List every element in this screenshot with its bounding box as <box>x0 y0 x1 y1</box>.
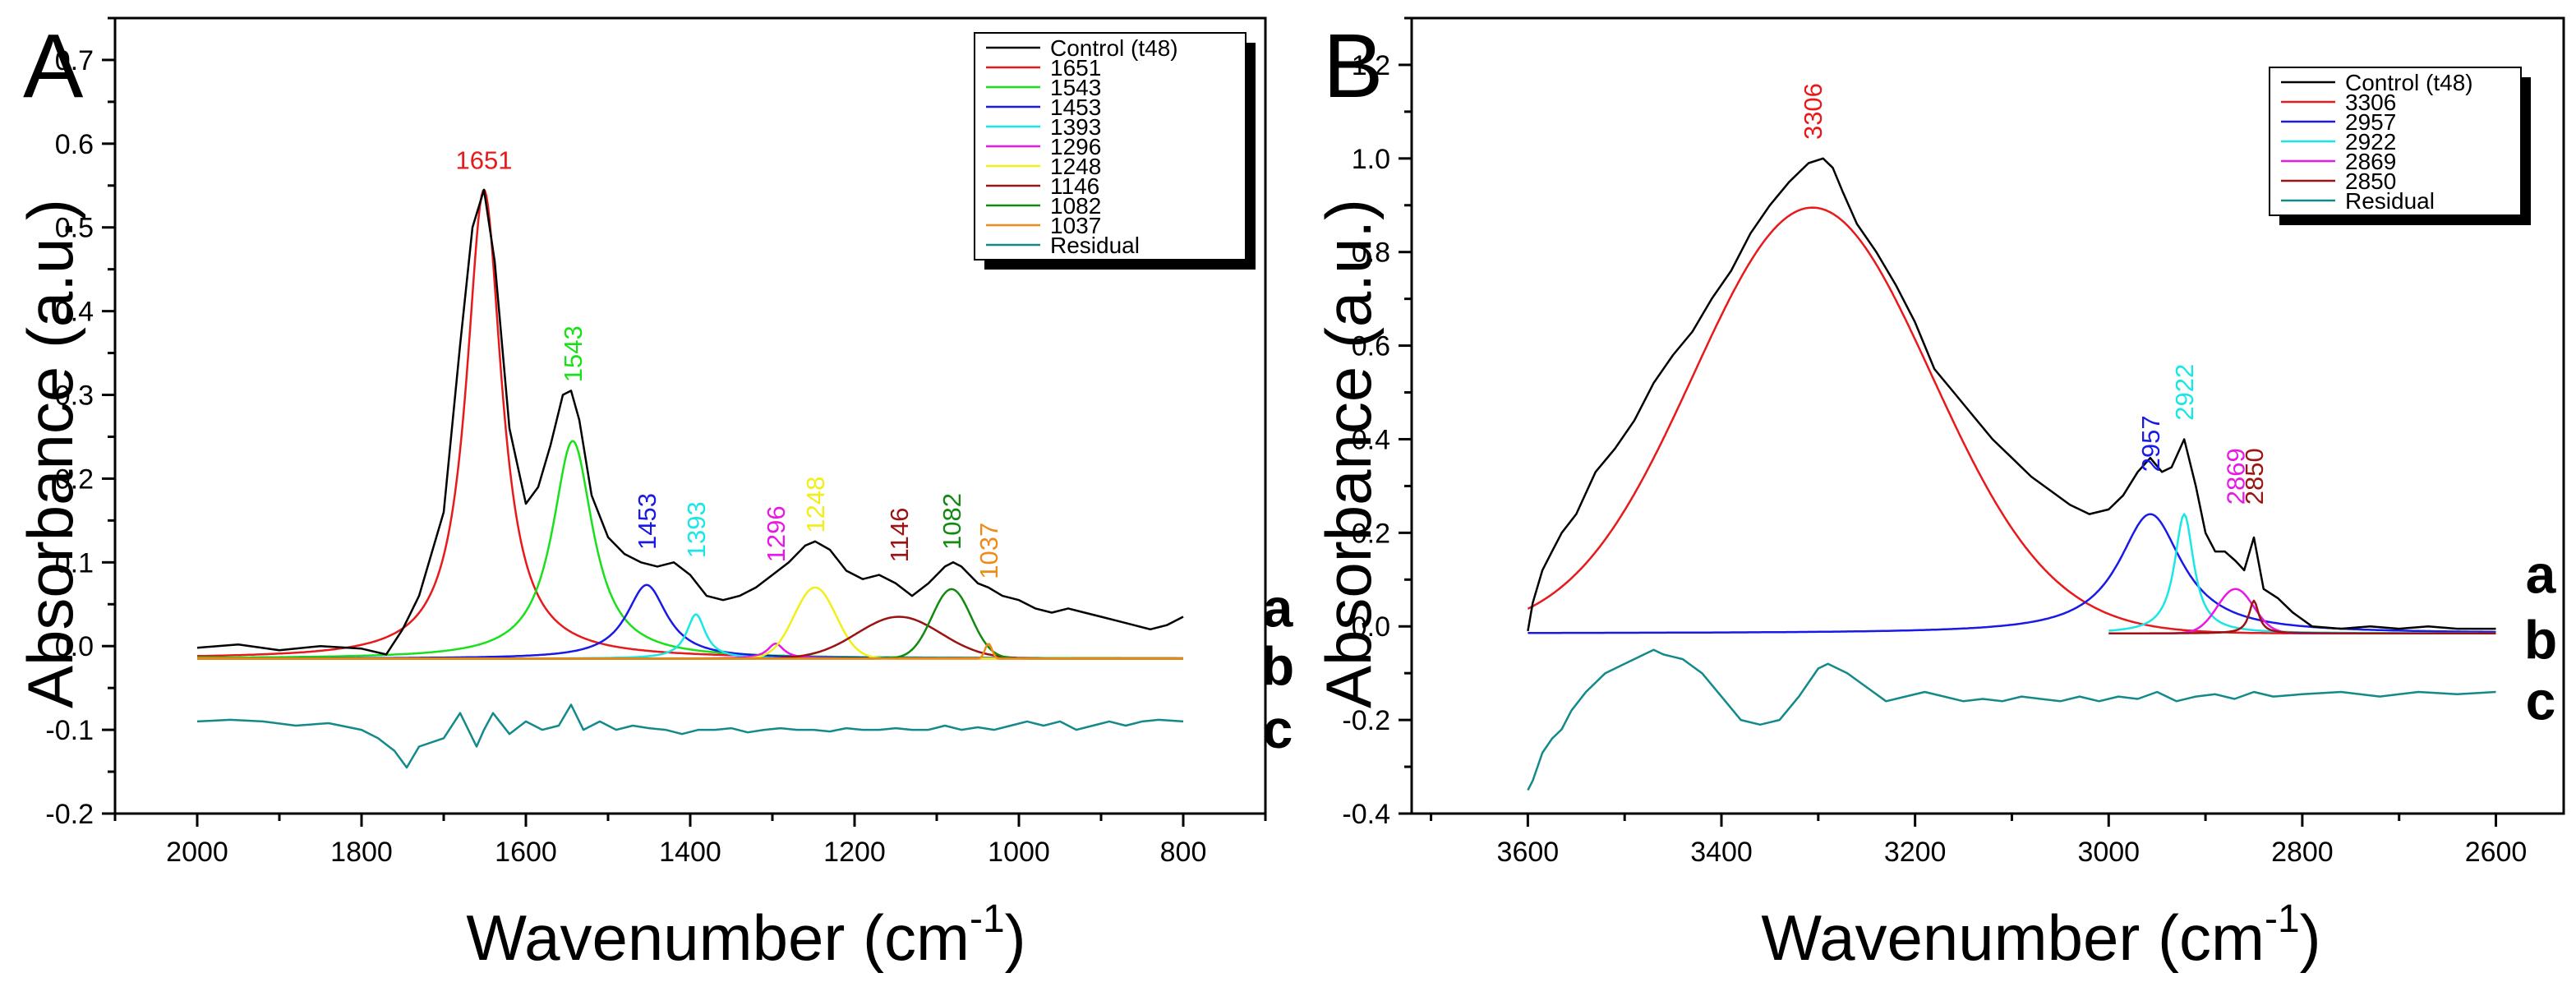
y-tick-label-a: 0.6 <box>55 129 94 160</box>
x-tick-label-a: 1800 <box>330 837 393 868</box>
y-tick-label-a: 0.5 <box>55 213 94 244</box>
peak-label-2869-b: 2869 <box>2222 448 2251 505</box>
x-axis-title-a: Wavenumber (cm-1) <box>466 897 1025 974</box>
legend-entry-a: 1393 <box>1050 114 1101 140</box>
x-axis-title-b: Wavenumber (cm-1) <box>1761 897 2320 974</box>
legend-entry-a: Control (t48) <box>1050 35 1178 61</box>
y-tick-label-b: 1.0 <box>1352 144 1390 175</box>
peak-label-1296-a: 1296 <box>762 505 790 562</box>
curve-label-c-b: c <box>2526 670 2556 731</box>
residual-spectrum-a <box>196 703 1184 769</box>
legend-entry-a: 1651 <box>1050 55 1101 81</box>
y-tick-label-a: 0.0 <box>55 631 94 662</box>
legend-entry-b: 2957 <box>2345 109 2396 135</box>
plot-frame-b <box>1410 16 2565 815</box>
legend-entry-a: 1037 <box>1050 213 1101 238</box>
legend-entry-b: 2869 <box>2345 149 2396 174</box>
peak-label-1453-a: 1453 <box>633 493 661 550</box>
y-tick-label-b: 0.2 <box>1352 518 1390 549</box>
curve-label-c-a: c <box>1263 699 1293 759</box>
y-tick-label-a: -0.1 <box>45 715 94 746</box>
y-tick-label-a: 0.4 <box>55 297 94 328</box>
legend-entry-a: 1453 <box>1050 95 1101 120</box>
curve-label-a-a: a <box>1263 577 1294 638</box>
x-tick-label-a: 1400 <box>659 837 721 868</box>
y-tick-label-b: -0.4 <box>1342 799 1390 830</box>
curve-label-a-b: a <box>2526 544 2557 605</box>
y-tick-label-a: 0.7 <box>55 45 94 76</box>
x-tick-label-a: 1200 <box>823 837 886 868</box>
component-peak-1037-a <box>197 643 1183 660</box>
y-axis-title-b: Absorbance (a.u.) <box>1312 199 1385 708</box>
panel-a: A Absorbance (a.u.) Wavenumber (cm-1) 20… <box>14 16 1294 974</box>
legend-entry-a: 1296 <box>1050 134 1101 159</box>
x-tick-label-b: 2600 <box>2465 837 2528 868</box>
component-peak-2850-b <box>2108 599 2496 635</box>
control-spectrum-b <box>1527 157 2496 632</box>
peak-label-2922-b: 2922 <box>2170 364 2199 421</box>
legend-entry-b: Residual <box>2345 188 2435 214</box>
y-tick-label-b: 0.0 <box>1352 611 1390 643</box>
peak-label-1146-a: 1146 <box>885 508 914 563</box>
y-tick-label-a: -0.2 <box>45 799 94 830</box>
legend-entry-b: Control (t48) <box>2345 70 2473 95</box>
peak-label-1543-a: 1543 <box>559 325 588 382</box>
legend-entry-b: 2922 <box>2345 129 2396 154</box>
plot-area-b <box>1527 157 2496 791</box>
curve-label-b-a: b <box>1261 636 1294 697</box>
peak-label-1037-a: 1037 <box>975 523 1003 579</box>
peak-label-1248-a: 1248 <box>801 477 830 533</box>
legend-entry-b: 2850 <box>2345 168 2396 194</box>
legend-entry-a: 1248 <box>1050 154 1101 179</box>
y-tick-label-b: 0.4 <box>1352 424 1390 455</box>
x-tick-label-b: 3200 <box>1884 837 1947 868</box>
legend-entry-a: 1146 <box>1050 173 1099 199</box>
x-axis-title-b-end: ) <box>2300 901 2321 974</box>
x-tick-label-b: 2800 <box>2271 837 2334 868</box>
legend-entry-b: 3306 <box>2345 90 2396 115</box>
y-tick-label-b: 0.6 <box>1352 331 1390 362</box>
panel-b: B Absorbance (a.u.) Wavenumber (cm-1) 36… <box>1312 16 2565 974</box>
x-tick-label-b: 3000 <box>2077 837 2140 868</box>
x-tick-label-a: 800 <box>1160 837 1207 868</box>
residual-spectrum-b <box>1527 648 2496 791</box>
peak-label-3306-b: 3306 <box>1799 83 1827 140</box>
x-axis-title-b-sup: -1 <box>2265 897 2300 941</box>
x-axis-title-a-sup: -1 <box>970 897 1005 941</box>
peak-label-2957-b: 2957 <box>2136 415 2165 472</box>
x-tick-label-a: 1600 <box>495 837 557 868</box>
peak-label-1082-a: 1082 <box>938 493 966 550</box>
panel-letter-b: B <box>1323 16 1383 117</box>
x-tick-label-a: 1000 <box>988 837 1050 868</box>
y-tick-label-a: 0.1 <box>55 547 94 579</box>
x-axis-title-a-end: ) <box>1005 901 1026 974</box>
y-tick-label-b: 1.2 <box>1352 50 1390 81</box>
y-tick-label-a: 0.3 <box>55 380 94 412</box>
legend-entry-a: 1543 <box>1050 75 1101 100</box>
plot-area-a <box>196 188 1184 769</box>
control-spectrum-a <box>196 188 1184 656</box>
legend-entry-a: Residual <box>1050 233 1140 258</box>
y-tick-label-b: -0.2 <box>1342 705 1390 736</box>
x-tick-label-a: 2000 <box>166 837 228 868</box>
curve-label-b-b: b <box>2524 609 2557 670</box>
panel-letter-a: A <box>23 16 84 117</box>
peak-label-2850-b: 2850 <box>2240 448 2269 505</box>
y-tick-label-a: 0.2 <box>55 463 94 495</box>
y-axis-title-a: Absorbance (a.u.) <box>14 199 86 708</box>
legend-entry-a: 1082 <box>1050 193 1101 219</box>
x-tick-label-b: 3400 <box>1690 837 1753 868</box>
peak-label-1651-a: 1651 <box>456 146 513 175</box>
x-axis-title-a-main: Wavenumber (cm <box>466 901 970 974</box>
x-tick-label-b: 3600 <box>1497 837 1560 868</box>
x-axis-title-b-main: Wavenumber (cm <box>1761 901 2265 974</box>
peak-label-1393-a: 1393 <box>682 501 711 558</box>
y-tick-label-b: 0.8 <box>1352 237 1390 269</box>
